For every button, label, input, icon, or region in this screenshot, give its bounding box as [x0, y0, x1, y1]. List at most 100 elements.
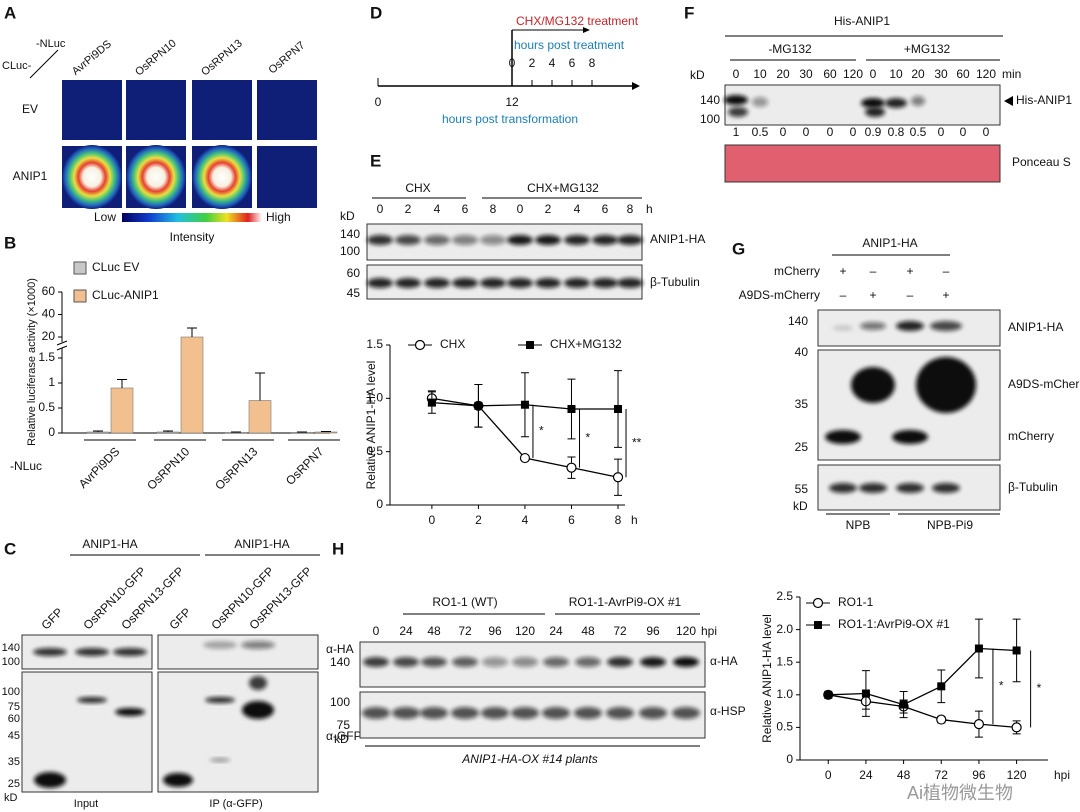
label: kD — [340, 209, 355, 223]
y-tick-label: 40 — [42, 307, 56, 321]
band — [564, 235, 590, 245]
label: 10 — [753, 67, 767, 81]
label: Input — [74, 798, 98, 810]
band — [535, 235, 561, 245]
label: 120 — [676, 624, 696, 638]
band — [617, 278, 643, 288]
label: 0 — [827, 125, 834, 139]
label: High — [266, 210, 291, 224]
label: kD — [4, 792, 18, 804]
band — [75, 648, 109, 656]
image — [257, 146, 317, 208]
label: 45 — [347, 286, 361, 300]
label: – — [840, 288, 847, 302]
label: 96 — [488, 624, 502, 638]
label: 6 — [569, 56, 576, 70]
band — [727, 151, 745, 175]
label: 4 — [574, 202, 581, 216]
label: RO1-1 (WT) — [432, 595, 497, 609]
label: 0.5 — [752, 125, 769, 139]
marker — [612, 472, 624, 483]
bar — [224, 432, 248, 434]
panel-label: E — [370, 151, 381, 170]
band — [909, 151, 927, 175]
blot — [157, 671, 319, 793]
axis-break — [56, 345, 68, 351]
label: ANIP1-HA — [1008, 320, 1063, 334]
label: A9DS-mCherry — [739, 288, 820, 302]
band — [452, 278, 478, 288]
y-axis-label: Relative ANIP1-HA level — [760, 614, 774, 743]
label: -NLuc — [36, 38, 66, 50]
arrow — [632, 82, 640, 90]
label: 55 — [795, 482, 809, 496]
y-tick-label: 2.5 — [776, 589, 793, 603]
y-tick-label: 0.5 — [776, 720, 793, 734]
label: ANIP1-HA — [862, 236, 917, 250]
y-tick-label: 1.0 — [776, 687, 793, 701]
label: 0.5 — [910, 125, 927, 139]
x-unit-label: hpi — [1054, 768, 1070, 782]
label: 20 — [776, 67, 790, 81]
label: 72 — [458, 624, 472, 638]
significance-label: * — [999, 678, 1004, 692]
significance-label: ** — [632, 435, 642, 449]
band — [452, 657, 478, 667]
legend-label: CLuc-ANIP1 — [92, 288, 159, 302]
label: NPB — [846, 518, 871, 532]
bar — [86, 431, 110, 434]
error-bar — [93, 430, 103, 432]
marker — [427, 398, 436, 407]
band — [392, 707, 420, 719]
error-bar — [321, 431, 331, 432]
label: kD — [690, 68, 705, 82]
label: 40 — [795, 345, 809, 359]
mw-label: 45 — [8, 730, 20, 742]
band — [844, 151, 862, 175]
band — [363, 657, 389, 667]
label: 140 — [788, 314, 808, 328]
marker — [824, 690, 833, 699]
label: 0 — [983, 125, 990, 139]
label: 120 — [843, 67, 863, 81]
x-tick-label: 24 — [859, 768, 873, 782]
mw-label: 25 — [8, 778, 20, 790]
band — [482, 657, 508, 667]
watermark: Ai植物微生物 — [907, 783, 1013, 803]
label: 0.9 — [865, 125, 882, 139]
band — [481, 707, 509, 719]
x-tick-label: 0 — [429, 513, 436, 527]
lane-label: GFP — [38, 605, 65, 632]
label: 8 — [490, 202, 497, 216]
label: 0 — [960, 125, 967, 139]
band — [916, 357, 976, 413]
band — [249, 676, 267, 690]
bar — [156, 431, 180, 434]
legend-swatch — [73, 289, 87, 303]
band — [113, 648, 147, 656]
band — [241, 641, 275, 649]
x-tick-label: 72 — [935, 768, 949, 782]
signal — [192, 145, 252, 209]
label: 120 — [976, 67, 996, 81]
panel-label: C — [4, 539, 16, 558]
bar — [248, 400, 272, 434]
label: CHX — [405, 181, 430, 195]
panel-label: F — [684, 3, 694, 22]
antibody-label: α-GFP — [326, 729, 362, 743]
y-tick-label: 20 — [42, 329, 56, 343]
band — [242, 701, 274, 719]
label: 10 — [889, 67, 903, 81]
label: 120 — [515, 624, 535, 638]
label: + — [906, 264, 913, 278]
signal — [62, 145, 122, 209]
marker — [520, 400, 529, 409]
band — [728, 107, 748, 117]
error-bar — [117, 379, 127, 388]
band — [424, 235, 450, 245]
band — [911, 96, 925, 106]
band — [480, 235, 506, 245]
band — [542, 707, 570, 719]
marker — [566, 462, 577, 473]
band — [607, 657, 633, 667]
